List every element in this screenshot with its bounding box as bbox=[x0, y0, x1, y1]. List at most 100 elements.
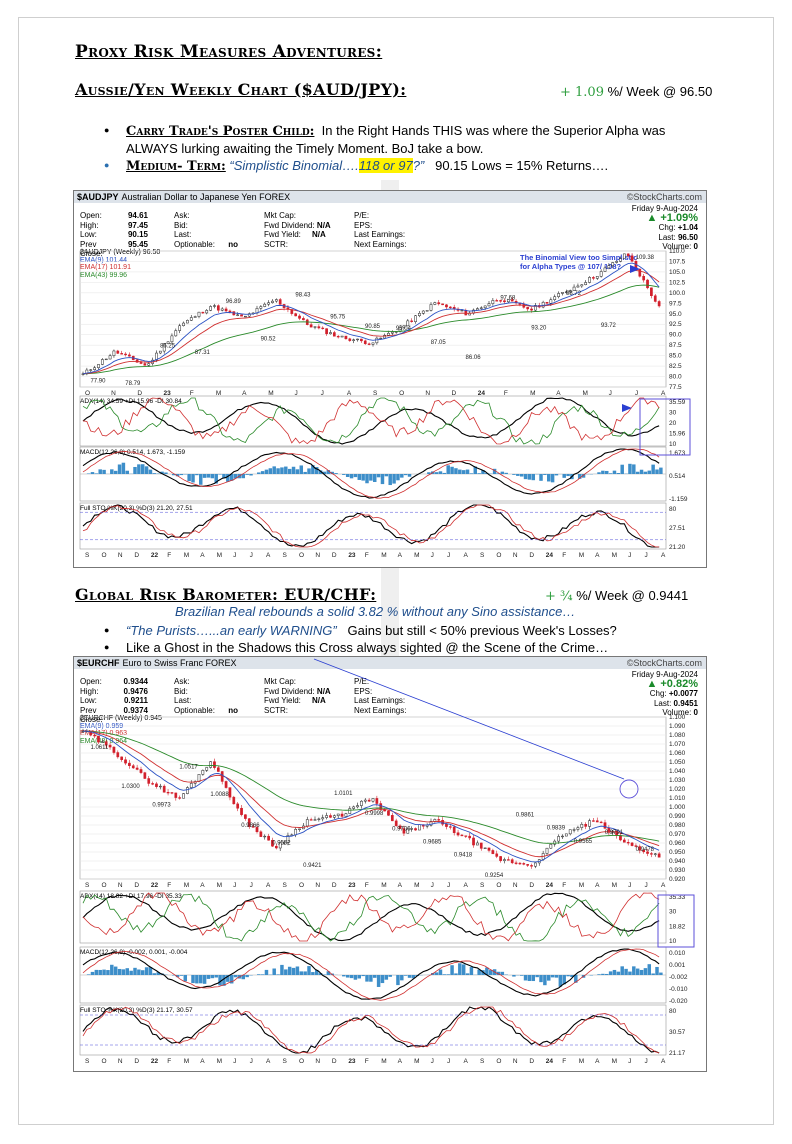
quote-part: ?” bbox=[412, 158, 425, 173]
candle-body bbox=[476, 308, 479, 311]
macd-hist-bar bbox=[152, 973, 157, 975]
candle-body bbox=[503, 859, 506, 861]
legend-ema17: EMA(17) 101.91 bbox=[80, 264, 131, 271]
list-item: “The Purists…...an early WARNING” Gains … bbox=[100, 622, 720, 639]
candle-body bbox=[437, 302, 441, 305]
section2-subhead: Brazilian Real rebounds a solid 3.82 % w… bbox=[175, 604, 576, 619]
macd-hist-bar bbox=[612, 470, 617, 474]
macd-hist-bar bbox=[465, 469, 470, 474]
candle-body bbox=[491, 300, 495, 304]
candle-body bbox=[390, 331, 394, 334]
y-tick-label: 100.0 bbox=[669, 290, 686, 297]
candle-body bbox=[240, 314, 243, 317]
month-label: D bbox=[134, 552, 139, 559]
candle-body bbox=[305, 819, 309, 827]
macd-hist-bar bbox=[268, 468, 273, 474]
candle-body bbox=[124, 353, 127, 356]
y-tick-label: 95.0 bbox=[669, 311, 682, 318]
candle-body bbox=[186, 787, 189, 794]
month-label: M bbox=[530, 390, 535, 397]
month-label: J bbox=[431, 1058, 434, 1065]
candle-body bbox=[135, 767, 139, 770]
eurchf-chart: $EURCHF Euro to Swiss Franc FOREX ©StockCh… bbox=[73, 656, 707, 1072]
sto-line bbox=[82, 504, 660, 548]
adx-frame bbox=[79, 890, 667, 944]
candle-body bbox=[224, 781, 228, 788]
macd-hist-bar bbox=[496, 473, 501, 474]
macd-hist-bar bbox=[446, 974, 450, 975]
month-label: J bbox=[250, 1058, 253, 1065]
macd-hist-bar bbox=[260, 471, 265, 474]
month-label: M bbox=[414, 552, 419, 559]
macd-hist-bar bbox=[326, 971, 331, 975]
month-label: A bbox=[661, 552, 666, 559]
bullet-label: Carry Trade's Poster Child: bbox=[126, 124, 315, 139]
candle-body bbox=[147, 363, 151, 366]
macd-hist-bar bbox=[94, 473, 99, 474]
adx-tick: 30 bbox=[669, 909, 677, 916]
macd-tick: -0.002 bbox=[669, 974, 688, 981]
month-label: J bbox=[233, 882, 236, 889]
price-annotation: 1.0300 bbox=[121, 784, 140, 790]
month-label: M bbox=[184, 882, 189, 889]
macd-hist-bar bbox=[94, 969, 99, 975]
candle-body bbox=[271, 300, 274, 303]
change-box: Friday 9-Aug-2024 ▲ +0.82% Chg: +0.0077 … bbox=[631, 670, 698, 717]
month-label: D bbox=[134, 882, 139, 889]
candle-body bbox=[592, 277, 595, 279]
candle-body bbox=[418, 824, 421, 831]
candle-body bbox=[367, 799, 371, 802]
candle-body bbox=[209, 761, 212, 768]
macd-hist-bar bbox=[543, 474, 547, 475]
macd-hist-bar bbox=[647, 964, 652, 975]
candle-body bbox=[224, 308, 228, 312]
macd-hist-bar bbox=[500, 971, 505, 975]
month-label: F bbox=[167, 1058, 171, 1065]
candle-body bbox=[646, 851, 649, 854]
macd-hist-bar bbox=[121, 969, 126, 975]
candle-body bbox=[468, 835, 472, 839]
macd-hist-bar bbox=[133, 967, 137, 975]
macd-hist-bar bbox=[90, 971, 95, 975]
month-label: M bbox=[216, 390, 221, 397]
price-annotation: 0.9552 bbox=[272, 840, 291, 846]
month-label: 23 bbox=[348, 882, 356, 889]
macd-hist-bar bbox=[160, 471, 164, 474]
month-label: N bbox=[315, 1058, 320, 1065]
candle-body bbox=[197, 774, 201, 782]
candle-body bbox=[271, 839, 274, 847]
candle-body bbox=[259, 831, 263, 837]
month-label: A bbox=[200, 882, 205, 889]
macd-hist-bar bbox=[349, 975, 354, 979]
macd-hist-bar bbox=[562, 474, 566, 478]
candle-body bbox=[584, 824, 588, 827]
candle-body bbox=[205, 310, 209, 314]
macd-hist-bar bbox=[214, 474, 218, 484]
candle-body bbox=[429, 304, 433, 311]
macd-hist-bar bbox=[218, 975, 222, 986]
macd-hist-bar bbox=[566, 975, 570, 977]
y-tick-label: 0.940 bbox=[669, 858, 686, 865]
month-label: J bbox=[233, 552, 236, 559]
candle-body bbox=[282, 841, 286, 844]
price-annotation: 86.25 bbox=[160, 343, 176, 349]
adx-line bbox=[82, 397, 660, 445]
change-value: +1.04 bbox=[677, 223, 698, 232]
month-label: O bbox=[299, 882, 304, 889]
macd-hist-bar bbox=[655, 469, 659, 474]
month-label: F bbox=[167, 882, 171, 889]
sto-tick: 21.20 bbox=[669, 544, 686, 551]
list-item: Like a Ghost in the Shadows this Cross a… bbox=[100, 639, 720, 656]
macd-hist-bar bbox=[272, 968, 276, 975]
candle-body bbox=[452, 826, 456, 833]
macd-hist-bar bbox=[639, 969, 644, 975]
macd-hist-bar bbox=[218, 474, 222, 475]
candle-body bbox=[313, 819, 317, 821]
macd-hist-bar bbox=[357, 474, 362, 480]
chart-legend: $AUDJPY (Weekly) 96.50 EMA(9) 101.44 EMA… bbox=[80, 249, 160, 279]
candle-body bbox=[476, 842, 479, 846]
audjpy-chart: $AUDJPY Australian Dollar to Japanese Yen… bbox=[73, 190, 707, 568]
macd-hist-bar bbox=[133, 466, 137, 474]
candle-body bbox=[522, 863, 526, 865]
candle-body bbox=[572, 286, 576, 291]
